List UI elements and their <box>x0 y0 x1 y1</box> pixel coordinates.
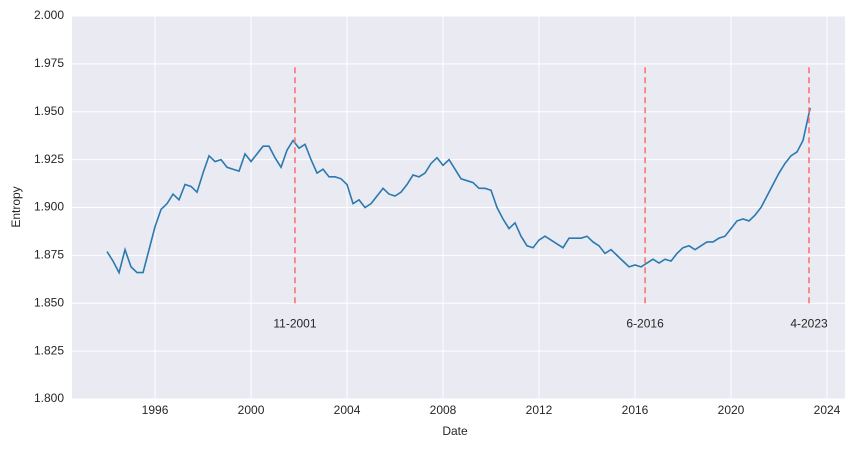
x-tick-label: 2012 <box>526 403 553 417</box>
x-tick-label: 2000 <box>238 403 265 417</box>
x-tick-label: 2008 <box>430 403 457 417</box>
y-tick-label: 2.000 <box>34 8 64 22</box>
x-tick-label: 2016 <box>622 403 649 417</box>
y-tick-label: 1.900 <box>34 200 64 214</box>
x-tick-label: 2024 <box>814 403 841 417</box>
x-axis-label: Date <box>442 424 468 438</box>
y-axis-label: Entropy <box>9 186 23 227</box>
y-tick-label: 1.875 <box>34 248 64 262</box>
event-label: 4-2023 <box>790 316 828 330</box>
y-tick-label: 1.850 <box>34 295 64 309</box>
x-tick-label: 2004 <box>334 403 361 417</box>
y-tick-label: 1.825 <box>34 343 64 357</box>
event-label: 6-2016 <box>626 316 664 330</box>
y-tick-label: 1.925 <box>34 152 64 166</box>
x-tick-label: 2020 <box>718 403 745 417</box>
y-tick-label: 1.975 <box>34 56 64 70</box>
data-line <box>106 107 811 275</box>
x-tick-label: 1996 <box>142 403 169 417</box>
y-tick-label: 1.950 <box>34 104 64 118</box>
y-tick-label: 1.800 <box>34 391 64 405</box>
event-label: 11-2001 <box>273 316 316 330</box>
